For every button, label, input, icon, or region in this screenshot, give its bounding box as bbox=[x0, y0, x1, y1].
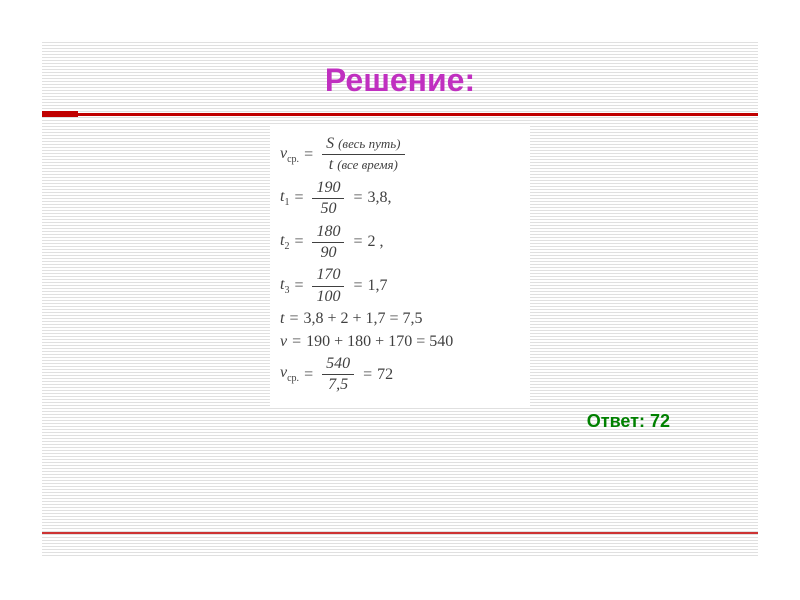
answer-label: Ответ: 72 bbox=[587, 411, 670, 432]
eq-t2: t2 = 180 90 = 2 , bbox=[280, 223, 520, 263]
eq-t1-result: 3,8, bbox=[368, 189, 392, 207]
eq-t3: t3 = 170 100 = 1,7 bbox=[280, 266, 520, 306]
eq-t1-den: 50 bbox=[312, 199, 344, 218]
eq-def-den-var: t bbox=[329, 156, 333, 173]
eq-vsum-var: v bbox=[280, 333, 287, 351]
eq-t2-result: 2 , bbox=[368, 233, 384, 251]
eq-def-num-var: S bbox=[326, 135, 334, 152]
eq-tsum-expr: 3,8 + 2 + 1,7 = 7,5 bbox=[303, 310, 422, 328]
formula-box: vср. = S (весь путь) t (все время) t1 = … bbox=[270, 125, 530, 407]
bottom-rule bbox=[42, 532, 758, 534]
eq-t3-num: 170 bbox=[312, 266, 344, 286]
eq-vsum-expr: 190 + 180 + 170 = 540 bbox=[306, 333, 453, 351]
slide-title: Решение: bbox=[0, 62, 800, 99]
eq-t3-den: 100 bbox=[312, 287, 344, 306]
eq-t1: t1 = 190 50 = 3,8, bbox=[280, 179, 520, 219]
title-underline-line bbox=[42, 113, 758, 116]
slide-content: Решение: vср. = S (весь путь) t (все вре… bbox=[0, 0, 800, 407]
eq-t3-result: 1,7 bbox=[368, 277, 388, 295]
eq-def-sub: ср. bbox=[287, 154, 299, 165]
eq-t2-den: 90 bbox=[312, 243, 344, 262]
eq-tsum-var: t bbox=[280, 310, 284, 328]
eq-v-avg: vср. = 540 7,5 = 72 bbox=[280, 355, 520, 395]
eq-t1-num: 190 bbox=[312, 179, 344, 199]
eq-t2-num: 180 bbox=[312, 223, 344, 243]
eq-t-sum: t = 3,8 + 2 + 1,7 = 7,5 bbox=[280, 310, 520, 328]
eq-vavg-sub: ср. bbox=[287, 374, 299, 385]
eq-vavg-den: 7,5 bbox=[322, 375, 354, 394]
eq-vavg-result: 72 bbox=[377, 366, 393, 384]
eq-def-den-note: (все время) bbox=[337, 157, 398, 172]
eq-t1-sub: 1 bbox=[284, 198, 289, 209]
eq-definition: vср. = S (весь путь) t (все время) bbox=[280, 135, 520, 175]
title-underline-block bbox=[42, 111, 78, 117]
eq-vavg-num: 540 bbox=[322, 355, 354, 375]
eq-t2-sub: 2 bbox=[284, 241, 289, 252]
eq-v-sum: v = 190 + 180 + 170 = 540 bbox=[280, 333, 520, 351]
eq-def-num-note: (весь путь) bbox=[338, 136, 400, 151]
title-underline bbox=[42, 111, 758, 117]
eq-t3-sub: 3 bbox=[284, 285, 289, 296]
